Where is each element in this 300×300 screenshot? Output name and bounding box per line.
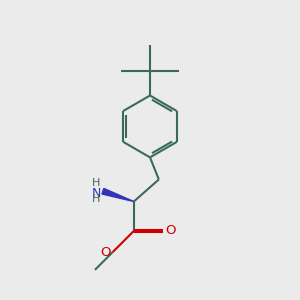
Polygon shape bbox=[102, 188, 134, 202]
Text: N: N bbox=[92, 187, 101, 200]
Text: H: H bbox=[92, 194, 100, 205]
Text: H: H bbox=[92, 178, 100, 188]
Text: O: O bbox=[166, 224, 176, 238]
Text: O: O bbox=[100, 246, 110, 259]
